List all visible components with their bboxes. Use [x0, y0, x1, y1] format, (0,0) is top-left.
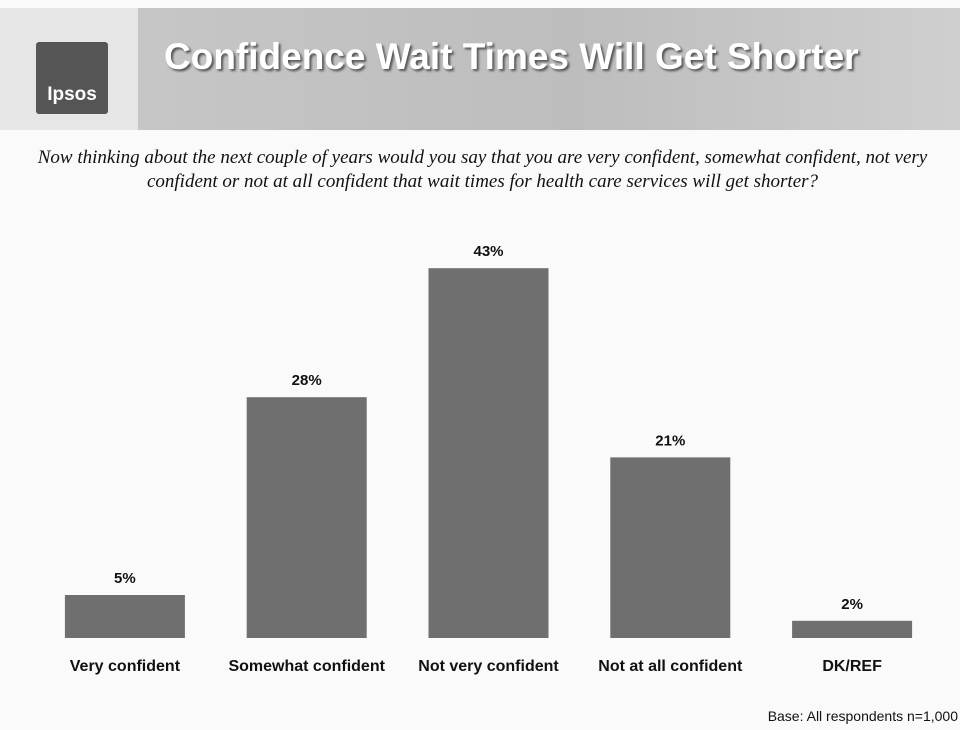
- value-label: 21%: [655, 432, 685, 449]
- bar: [246, 397, 367, 638]
- x-tick-label: Very confident: [70, 658, 181, 675]
- bar: [64, 595, 185, 638]
- logo-text: Ipsos: [47, 84, 97, 105]
- logo-area: Ipsos: [0, 8, 138, 130]
- x-tick-label: Not at all confident: [598, 658, 743, 675]
- value-label: 2%: [841, 596, 863, 613]
- value-label: 5%: [114, 570, 136, 587]
- footnote: Base: All respondents n=1,000: [767, 708, 958, 724]
- bar: [428, 268, 549, 638]
- x-tick-label: Somewhat confident: [228, 658, 385, 675]
- logo: Ipsos: [36, 42, 108, 114]
- bar: [792, 620, 913, 638]
- header-band: [0, 8, 960, 130]
- x-tick-label: DK/REF: [822, 658, 882, 675]
- bar: [610, 457, 731, 638]
- value-label: 28%: [292, 372, 322, 389]
- chart-subtitle: Now thinking about the next couple of ye…: [37, 147, 928, 192]
- value-label: 43%: [473, 243, 503, 260]
- chart-title: Confidence Wait Times Will Get Shorter: [164, 36, 859, 77]
- x-tick-label: Not very confident: [418, 658, 559, 675]
